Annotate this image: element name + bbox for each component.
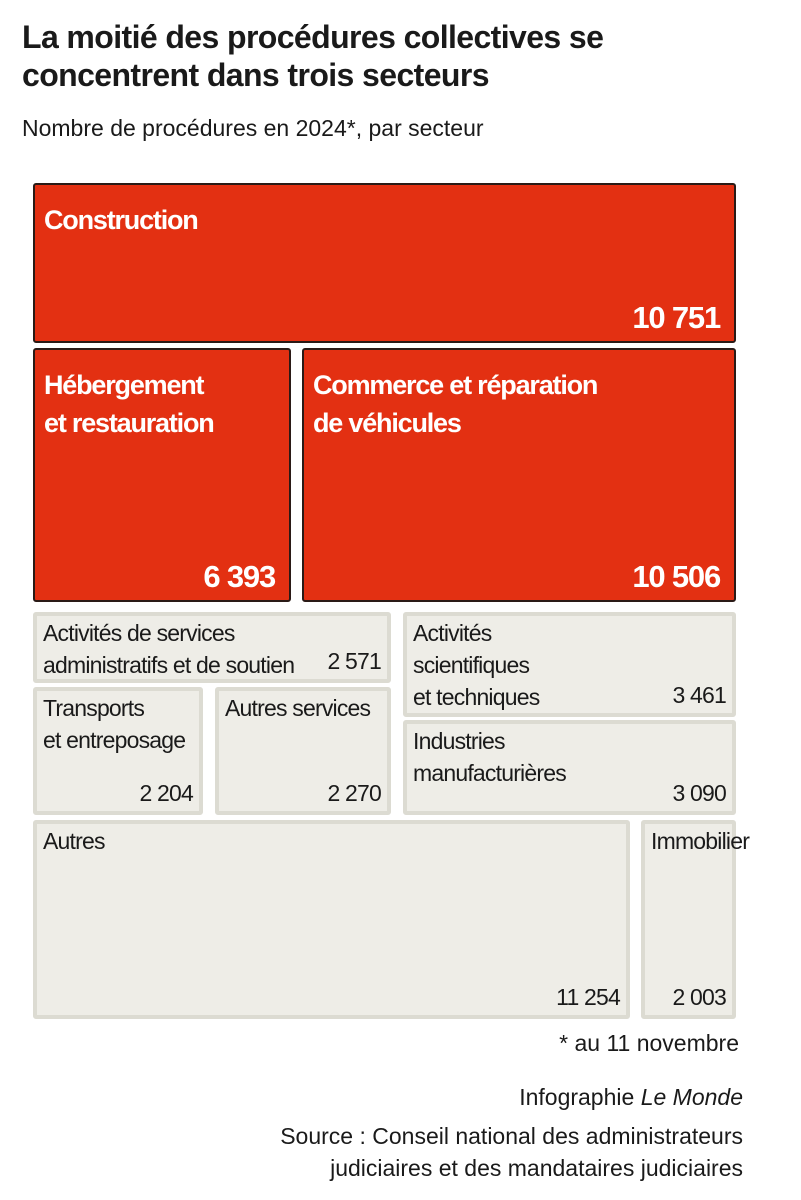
- tile-value: 6 393: [203, 559, 276, 594]
- treemap-tile-immobilier: Immobilier 2 003: [641, 820, 750, 1019]
- treemap-tile-hebergement-et-restauration: Hébergement et restauration 6 393: [33, 348, 291, 602]
- source-note: Source : Conseil national des administra…: [183, 1120, 743, 1184]
- tile-label: Activités scientifiques et techniques: [413, 620, 540, 710]
- treemap-tile-transports-et-entreposage: Transports et entreposage 2 204: [33, 687, 203, 815]
- treemap-tile-industries-manufacturieres: Industries manufacturières 3 090: [403, 720, 736, 815]
- treemap-tile-activites-scientifiques-et-techniques: Activités scientifiques et techniques 3 461: [403, 612, 736, 717]
- tile-label: Commerce et réparation de véhicules: [313, 370, 598, 438]
- tile-value: 2 003: [672, 984, 726, 1010]
- tile-value: 11 254: [556, 984, 621, 1010]
- tile-value: 2 204: [139, 780, 193, 806]
- infographic-credit: Infographie Le Monde: [519, 1081, 743, 1113]
- tile-value: 10 751: [632, 300, 721, 335]
- treemap-tile-autres-services: Autres services 2 270: [215, 687, 391, 815]
- tile-value: 3 461: [672, 682, 726, 708]
- tile-label: Construction: [44, 205, 199, 235]
- credit-prefix: Infographie: [519, 1084, 635, 1110]
- tile-label: Industries manufacturières: [413, 728, 567, 786]
- chart-title: La moitié des procédures collectives se …: [22, 19, 604, 93]
- tile-value: 2 571: [327, 648, 381, 674]
- credit-brand: Le Monde: [640, 1084, 743, 1110]
- tile-label: Autres: [43, 828, 105, 854]
- source-line-1: Source : Conseil national des administra…: [280, 1123, 743, 1149]
- tile-value: 3 090: [672, 780, 726, 806]
- tile-label: Autres services: [225, 695, 371, 721]
- tile-label: Hébergement et restauration: [44, 370, 215, 438]
- treemap-tile-activites-de-services-administratifs-et-de-soutien: Activités de services administratifs et d…: [33, 612, 391, 683]
- tile-value: 2 270: [327, 780, 381, 806]
- treemap-tile-commerce-et-reparation-de-vehicules: Commerce et réparation de véhicules 10 506: [302, 348, 736, 602]
- treemap-tile-construction: Construction 10 751: [33, 183, 736, 343]
- source-line-2: judiciaires et des mandataires judiciair…: [330, 1155, 743, 1181]
- footnote: * au 11 novembre: [559, 1030, 739, 1056]
- chart-subtitle: Nombre de procédures en 2024*, par secte…: [22, 115, 484, 141]
- treemap-tile-autres: Autres 11 254: [33, 820, 630, 1019]
- tile-value: 10 506: [632, 559, 721, 594]
- tile-label: Activités de services administratifs et d…: [43, 620, 295, 678]
- tile-label: Immobilier: [651, 828, 750, 854]
- tile-label: Transports et entreposage: [43, 695, 186, 753]
